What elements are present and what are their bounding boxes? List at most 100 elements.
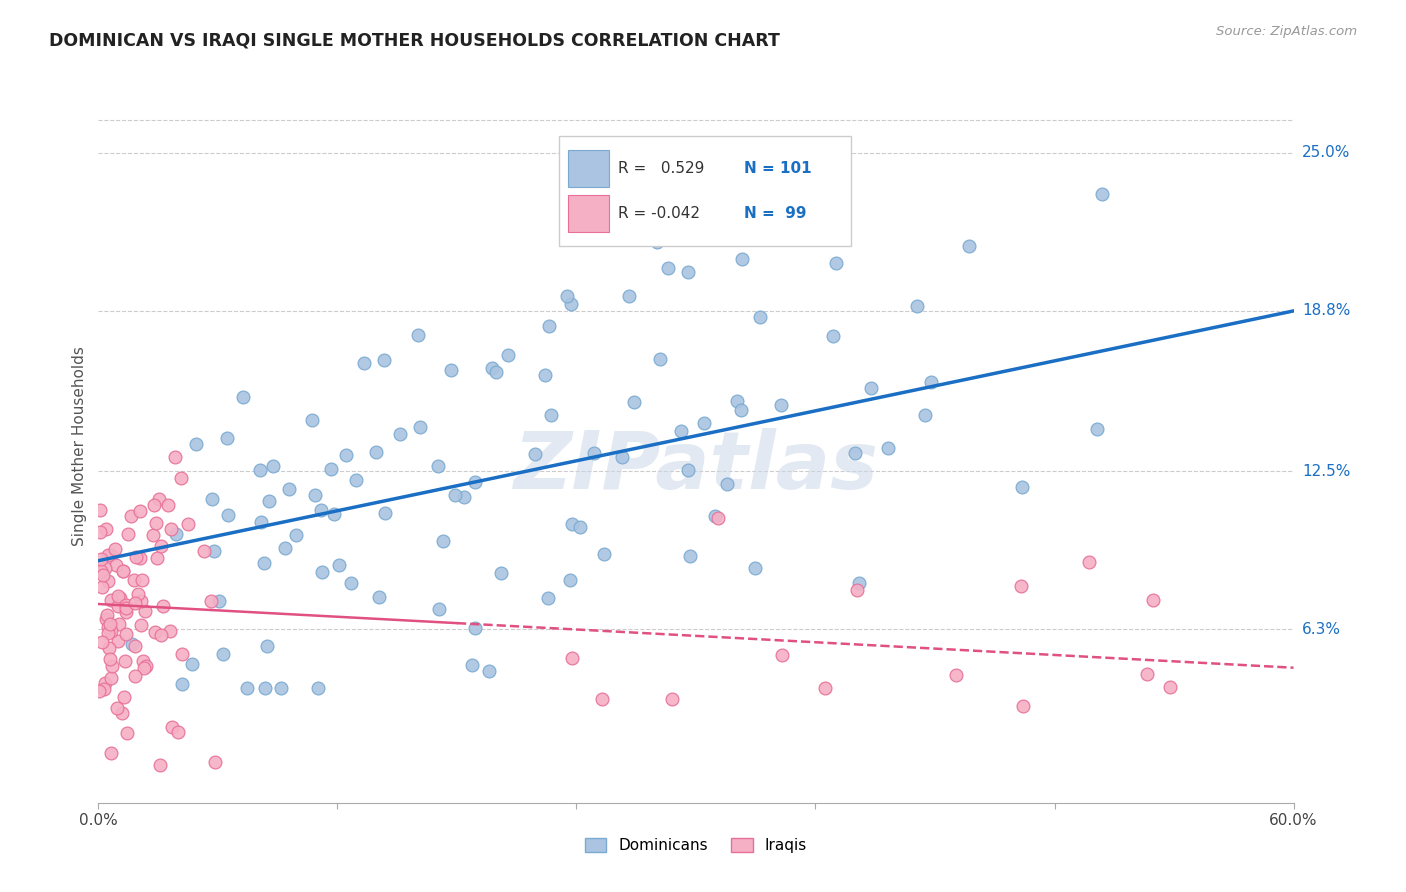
Point	[1010, 580, 1032, 594]
Point	[555, 289, 578, 303]
Point	[124, 573, 146, 587]
Point	[485, 365, 508, 379]
Point	[94, 675, 117, 690]
Point	[307, 681, 329, 695]
Point	[177, 517, 200, 532]
Point	[217, 508, 239, 522]
Point	[749, 310, 772, 325]
Point	[117, 527, 139, 541]
Point	[193, 543, 215, 558]
Text: Source: ZipAtlas.com: Source: ZipAtlas.com	[1216, 25, 1357, 38]
Text: N = 101: N = 101	[744, 161, 811, 176]
Point	[661, 692, 683, 706]
Y-axis label: Single Mother Households: Single Mother Households	[72, 346, 87, 546]
Point	[167, 725, 190, 739]
Point	[100, 746, 122, 760]
Point	[94, 612, 117, 626]
Point	[107, 589, 129, 603]
Point	[1078, 555, 1101, 569]
Point	[344, 473, 367, 487]
Point	[110, 591, 132, 606]
FancyBboxPatch shape	[568, 194, 609, 232]
Point	[591, 692, 613, 706]
Point	[249, 463, 271, 477]
Point	[406, 327, 429, 342]
Point	[156, 498, 179, 512]
Point	[707, 511, 730, 525]
Point	[129, 617, 152, 632]
Point	[142, 528, 165, 542]
Text: ZIPatlas: ZIPatlas	[513, 428, 879, 507]
Point	[114, 654, 136, 668]
Point	[170, 647, 193, 661]
Point	[128, 551, 150, 566]
Point	[149, 757, 172, 772]
Point	[132, 653, 155, 667]
Point	[1091, 186, 1114, 201]
FancyBboxPatch shape	[558, 136, 852, 246]
Point	[583, 446, 606, 460]
Point	[679, 549, 702, 564]
Point	[202, 544, 225, 558]
Point	[131, 594, 153, 608]
Point	[328, 558, 350, 572]
Point	[215, 431, 238, 445]
Point	[1159, 680, 1181, 694]
Point	[170, 677, 193, 691]
Legend: Dominicans, Iraqis: Dominicans, Iraqis	[579, 831, 813, 859]
Point	[1011, 480, 1033, 494]
Point	[716, 476, 738, 491]
Point	[309, 502, 332, 516]
Point	[149, 539, 172, 553]
Point	[94, 561, 117, 575]
Point	[478, 665, 501, 679]
Point	[232, 390, 254, 404]
Point	[540, 409, 562, 423]
Point	[200, 593, 222, 607]
Point	[257, 493, 280, 508]
Point	[111, 564, 134, 578]
Point	[97, 626, 120, 640]
Point	[368, 590, 391, 604]
Text: N =  99: N = 99	[744, 206, 806, 221]
Point	[464, 475, 486, 489]
Point	[569, 520, 592, 534]
Point	[98, 652, 121, 666]
Point	[1087, 422, 1109, 436]
Point	[121, 637, 143, 651]
Point	[208, 594, 231, 608]
Point	[443, 488, 465, 502]
Point	[769, 398, 792, 412]
Point	[165, 527, 187, 541]
Point	[846, 583, 869, 598]
Point	[825, 256, 848, 270]
Point	[373, 352, 395, 367]
Point	[89, 525, 111, 540]
Point	[135, 658, 157, 673]
Point	[647, 235, 669, 250]
Point	[623, 395, 645, 409]
Point	[262, 458, 284, 473]
Point	[94, 522, 117, 536]
Point	[730, 403, 752, 417]
Point	[107, 599, 129, 614]
Point	[536, 591, 558, 606]
Point	[107, 617, 129, 632]
Point	[335, 448, 357, 462]
Point	[100, 672, 122, 686]
Point	[163, 450, 186, 465]
Point	[124, 669, 146, 683]
Point	[877, 441, 900, 455]
FancyBboxPatch shape	[568, 150, 609, 187]
Point	[650, 352, 672, 367]
Point	[124, 550, 146, 565]
Point	[90, 565, 112, 579]
Point	[115, 605, 138, 619]
Text: DOMINICAN VS IRAQI SINGLE MOTHER HOUSEHOLDS CORRELATION CHART: DOMINICAN VS IRAQI SINGLE MOTHER HOUSEHO…	[49, 31, 780, 49]
Point	[112, 690, 135, 704]
Point	[277, 482, 299, 496]
Point	[160, 522, 183, 536]
Point	[127, 587, 149, 601]
Point	[98, 640, 121, 655]
Point	[87, 684, 110, 698]
